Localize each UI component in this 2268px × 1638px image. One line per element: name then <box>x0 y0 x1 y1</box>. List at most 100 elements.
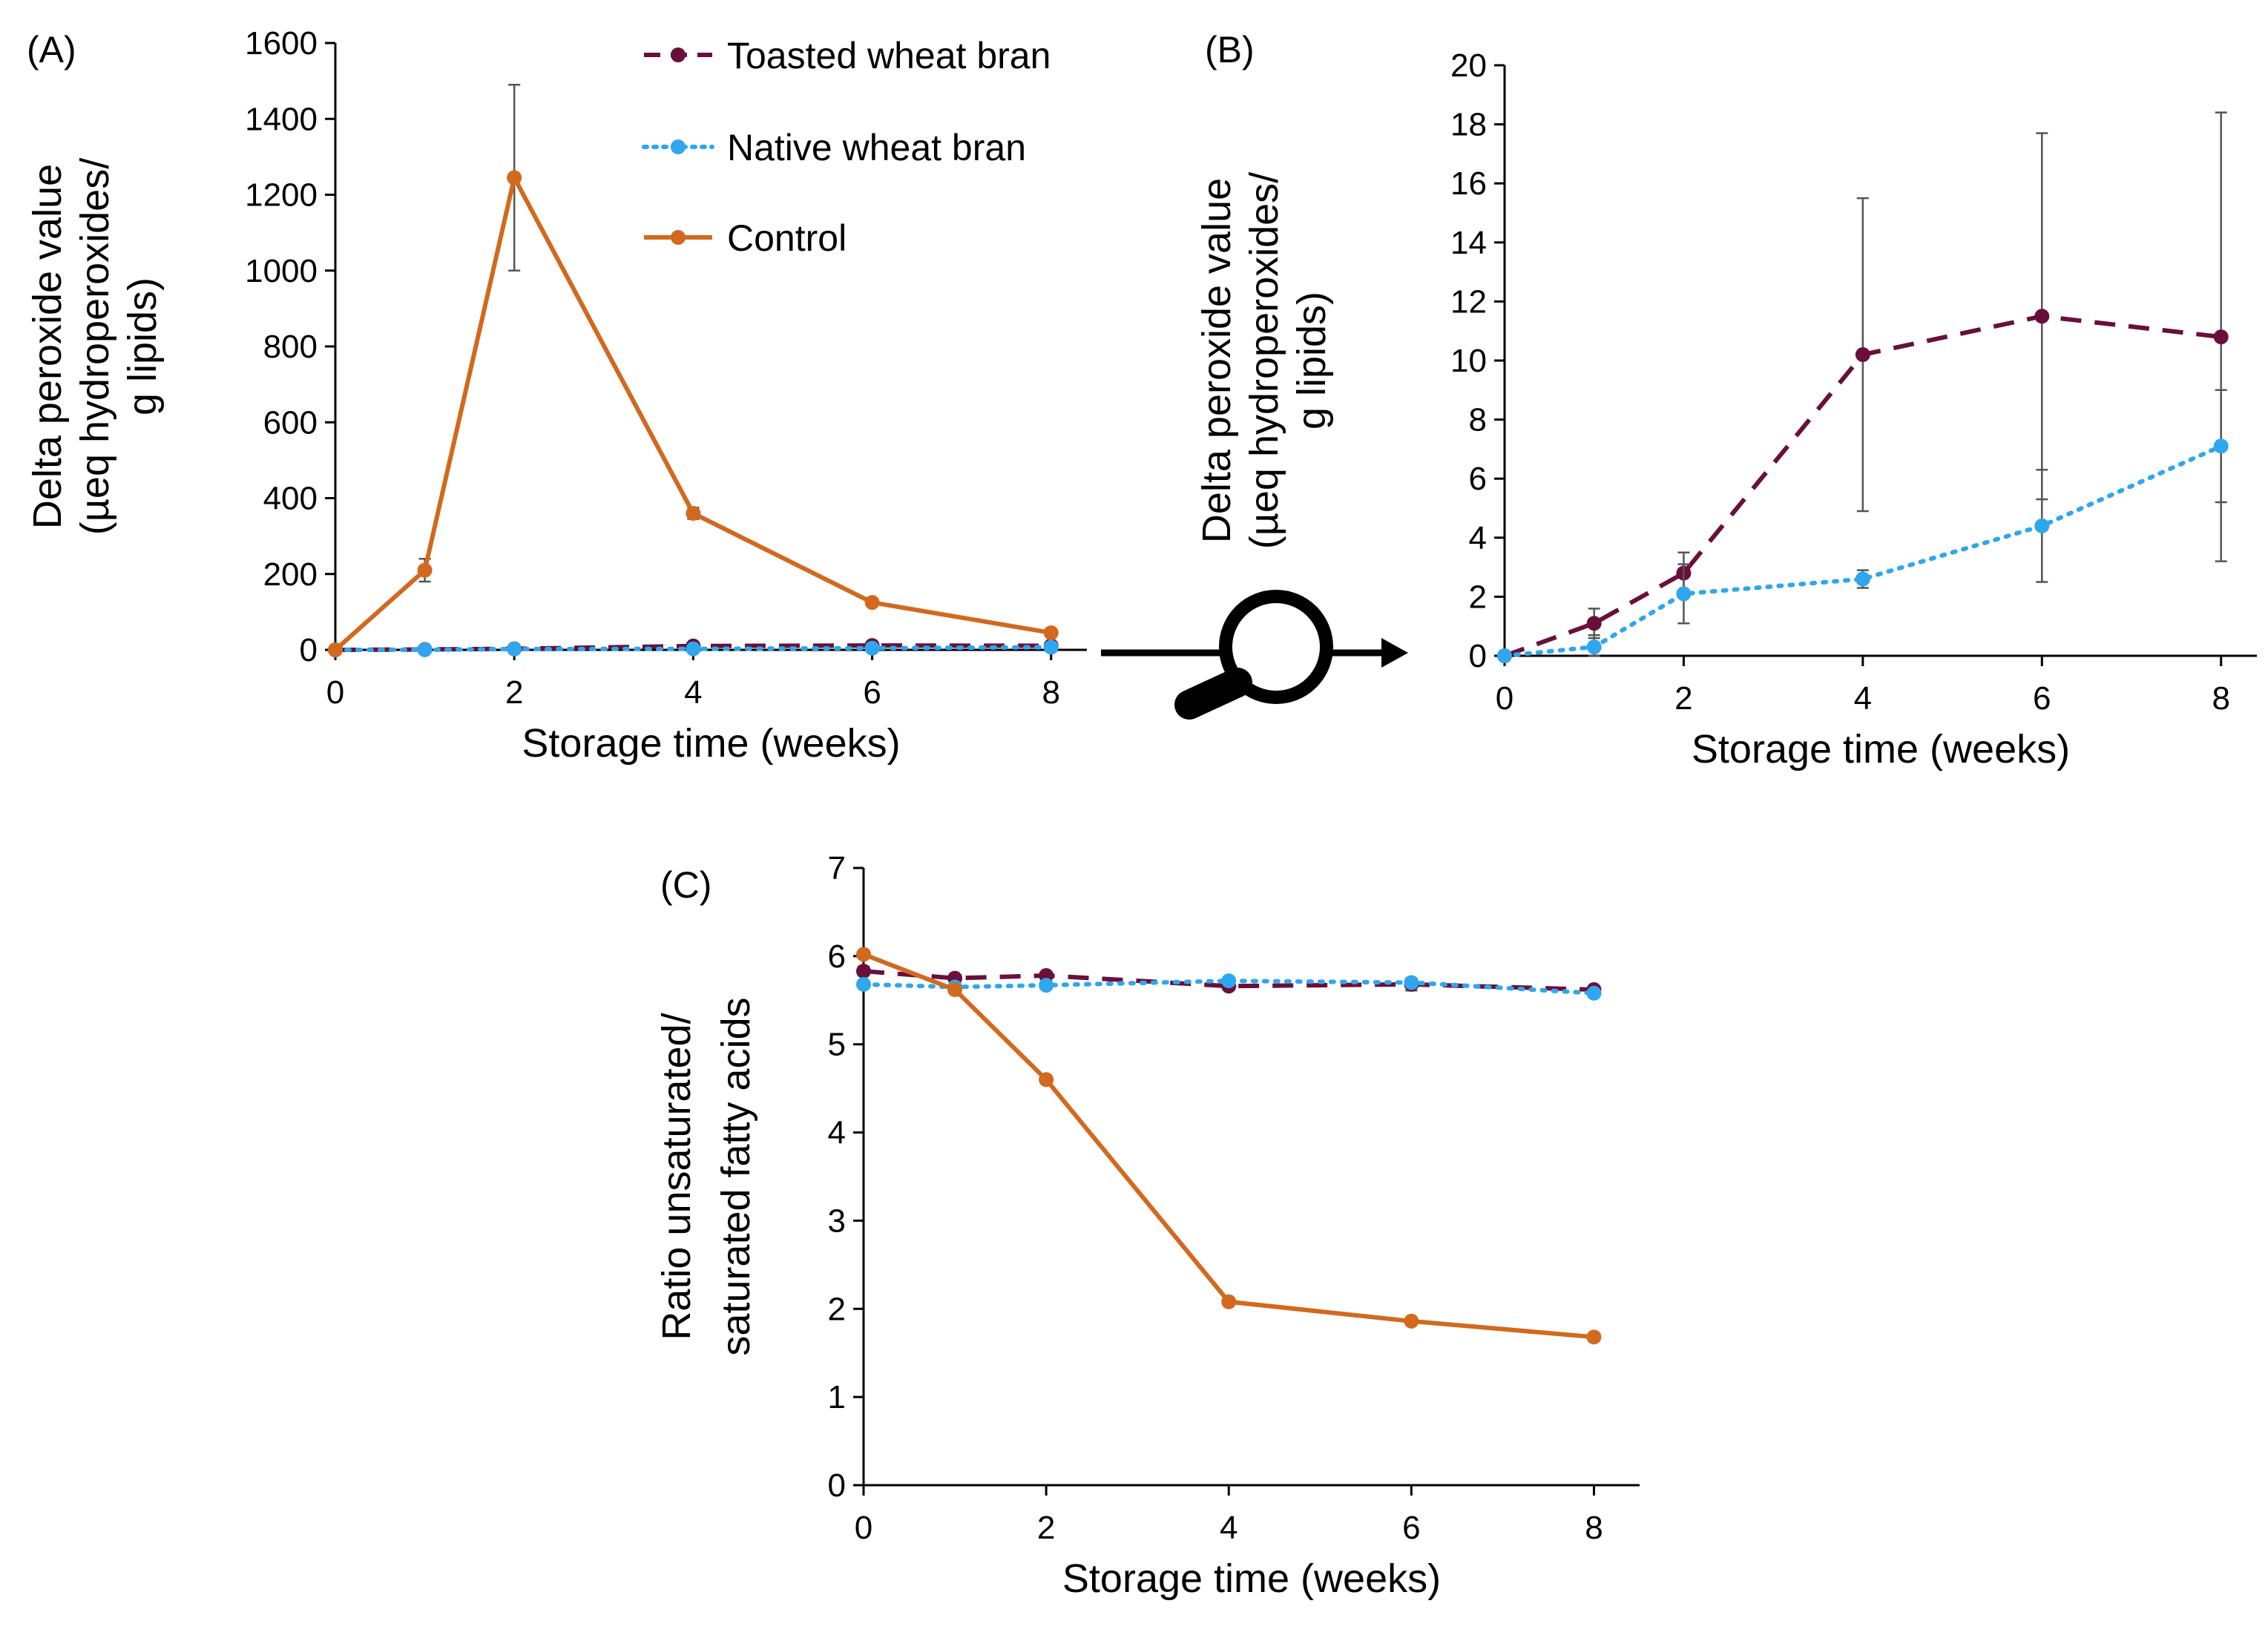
data-point-toasted-b <box>2213 329 2229 345</box>
x-tick-label-a: 4 <box>684 674 702 711</box>
series-line-control-a <box>334 175 1052 652</box>
y-tick-label-c: 1 <box>828 1379 846 1415</box>
data-point-native-c <box>1039 978 1054 993</box>
x-tick-label-c: 6 <box>1402 1510 1420 1546</box>
data-point-toasted-c <box>856 964 871 979</box>
data-point-control-c <box>856 947 871 962</box>
data-point-native-a <box>417 642 433 657</box>
x-tick-label-a: 2 <box>505 674 523 711</box>
y-axis-title-a-line-3: g lipids) <box>120 277 165 415</box>
legend-label-control: Control <box>727 217 847 259</box>
series-line-native-b <box>1502 444 2223 658</box>
x-tick-label-c: 8 <box>1585 1510 1603 1546</box>
y-tick-label-b: 14 <box>1450 225 1487 261</box>
y-tick-label-a: 400 <box>263 481 318 517</box>
series-line-toasted-b <box>1503 314 2222 658</box>
y-tick-label-b: 16 <box>1450 165 1487 202</box>
y-axis-title-c-line-2: saturated fatty acids <box>714 997 758 1355</box>
data-point-control-c <box>947 982 963 998</box>
y-tick-label-c: 6 <box>828 938 846 975</box>
data-point-native-a <box>1043 639 1059 655</box>
data-point-control-c <box>1404 1313 1419 1329</box>
x-axis-title-a: Storage time (weeks) <box>522 721 900 766</box>
y-tick-label-a: 1000 <box>245 253 318 289</box>
data-point-native-a <box>864 640 880 656</box>
panel-label-b: (B) <box>1205 29 1255 70</box>
y-tick-label-b: 6 <box>1469 461 1487 497</box>
x-tick-label-b: 4 <box>1854 680 1872 717</box>
y-axis-title-b-line-1: Delta peroxide value <box>1194 178 1239 543</box>
data-point-native-b <box>1497 648 1512 663</box>
data-point-control-a <box>507 170 522 185</box>
legend-marker-native <box>671 139 686 154</box>
data-point-native-c <box>1221 973 1237 989</box>
y-tick-label-b: 20 <box>1450 47 1487 84</box>
y-tick-label-c: 5 <box>828 1027 846 1063</box>
data-point-native-b <box>1855 571 1870 587</box>
data-point-control-a <box>864 595 880 611</box>
panel-label-c: (C) <box>660 864 711 906</box>
y-tick-label-b: 0 <box>1469 638 1487 674</box>
legend-marker-control <box>671 230 686 245</box>
legend-entry-toasted: Toasted wheat bran <box>644 35 1051 76</box>
data-point-native-c <box>1586 985 1602 1001</box>
series-line-native-c <box>861 978 1597 996</box>
data-point-native-c <box>1404 975 1419 990</box>
data-point-native-a <box>686 641 701 657</box>
magnifier-handle <box>1174 668 1252 720</box>
data-point-native-b <box>1586 639 1602 655</box>
data-point-control-a <box>417 562 433 578</box>
y-tick-label-b: 8 <box>1469 402 1487 438</box>
y-tick-label-a: 800 <box>263 329 318 365</box>
data-point-toasted-b <box>1855 347 1870 363</box>
y-tick-label-b: 10 <box>1450 343 1487 379</box>
y-tick-label-a: 1400 <box>245 101 318 137</box>
legend: Toasted wheat bran Native wheat bran Con… <box>642 35 1051 259</box>
y-tick-label-a: 1200 <box>245 177 318 214</box>
chart-a: 0 200 400 600 800 1000 1200 1400 1600 0 2 4 6 8 Storag… <box>25 25 1087 766</box>
y-tick-label-b: 12 <box>1450 283 1487 320</box>
legend-label-native: Native wheat bran <box>727 127 1026 168</box>
data-point-toasted-b <box>1586 616 1602 631</box>
data-point-control-c <box>1221 1294 1237 1309</box>
y-axis-title-a-line-1: Delta peroxide value <box>25 164 70 529</box>
y-tick-label-c: 2 <box>828 1291 846 1327</box>
x-tick-label-c: 4 <box>1220 1510 1237 1546</box>
y-axis-title-c-line-1: Ratio unsaturated/ <box>654 1013 699 1340</box>
data-point-native-c <box>856 976 871 992</box>
legend-marker-toasted <box>671 47 686 62</box>
data-point-native-a <box>507 641 522 657</box>
y-tick-label-a: 600 <box>263 404 318 441</box>
data-point-control-a <box>686 505 701 521</box>
x-axis-title-c: Storage time (weeks) <box>1062 1556 1441 1601</box>
series-line-toasted-c <box>863 969 1594 993</box>
data-point-control-a <box>328 642 343 657</box>
y-axis-title-a-line-2: (µeq hydroperoxides/ <box>73 158 117 535</box>
y-tick-label-a: 200 <box>263 556 318 593</box>
y-tick-label-a: 1600 <box>245 25 318 62</box>
y-axis-title-b-line-3: g lipids) <box>1289 292 1334 430</box>
magnifier-lens <box>1219 590 1333 704</box>
data-point-control-c <box>1586 1329 1602 1345</box>
y-tick-label-b: 4 <box>1469 520 1487 556</box>
x-tick-label-c: 0 <box>855 1510 872 1546</box>
series-line-native-a <box>333 645 1054 652</box>
data-point-native-b <box>2034 518 2050 533</box>
x-tick-label-c: 2 <box>1037 1510 1055 1546</box>
legend-label-toasted: Toasted wheat bran <box>727 35 1051 76</box>
panel-label-a: (A) <box>27 29 76 70</box>
y-tick-label-a: 0 <box>300 632 318 668</box>
x-tick-label-b: 6 <box>2033 680 2051 717</box>
y-tick-label-c: 7 <box>828 850 846 887</box>
y-tick-label-c: 4 <box>828 1115 846 1151</box>
x-tick-label-a: 6 <box>863 674 881 711</box>
x-axis-title-b: Storage time (weeks) <box>1692 727 2070 772</box>
chart-b: 0 2 4 6 8 10 12 14 16 18 20 0 2 4 6 8 Storage time (week… <box>1194 47 2257 772</box>
data-point-toasted-b <box>2034 309 2050 324</box>
y-axis-title-b-line-2: (µeq hydroperoxides/ <box>1242 172 1286 549</box>
x-tick-label-b: 0 <box>1496 680 1513 717</box>
series-line-control-c <box>862 952 1594 1340</box>
y-tick-label-b: 2 <box>1469 579 1487 615</box>
y-tick-label-b: 18 <box>1450 107 1487 143</box>
